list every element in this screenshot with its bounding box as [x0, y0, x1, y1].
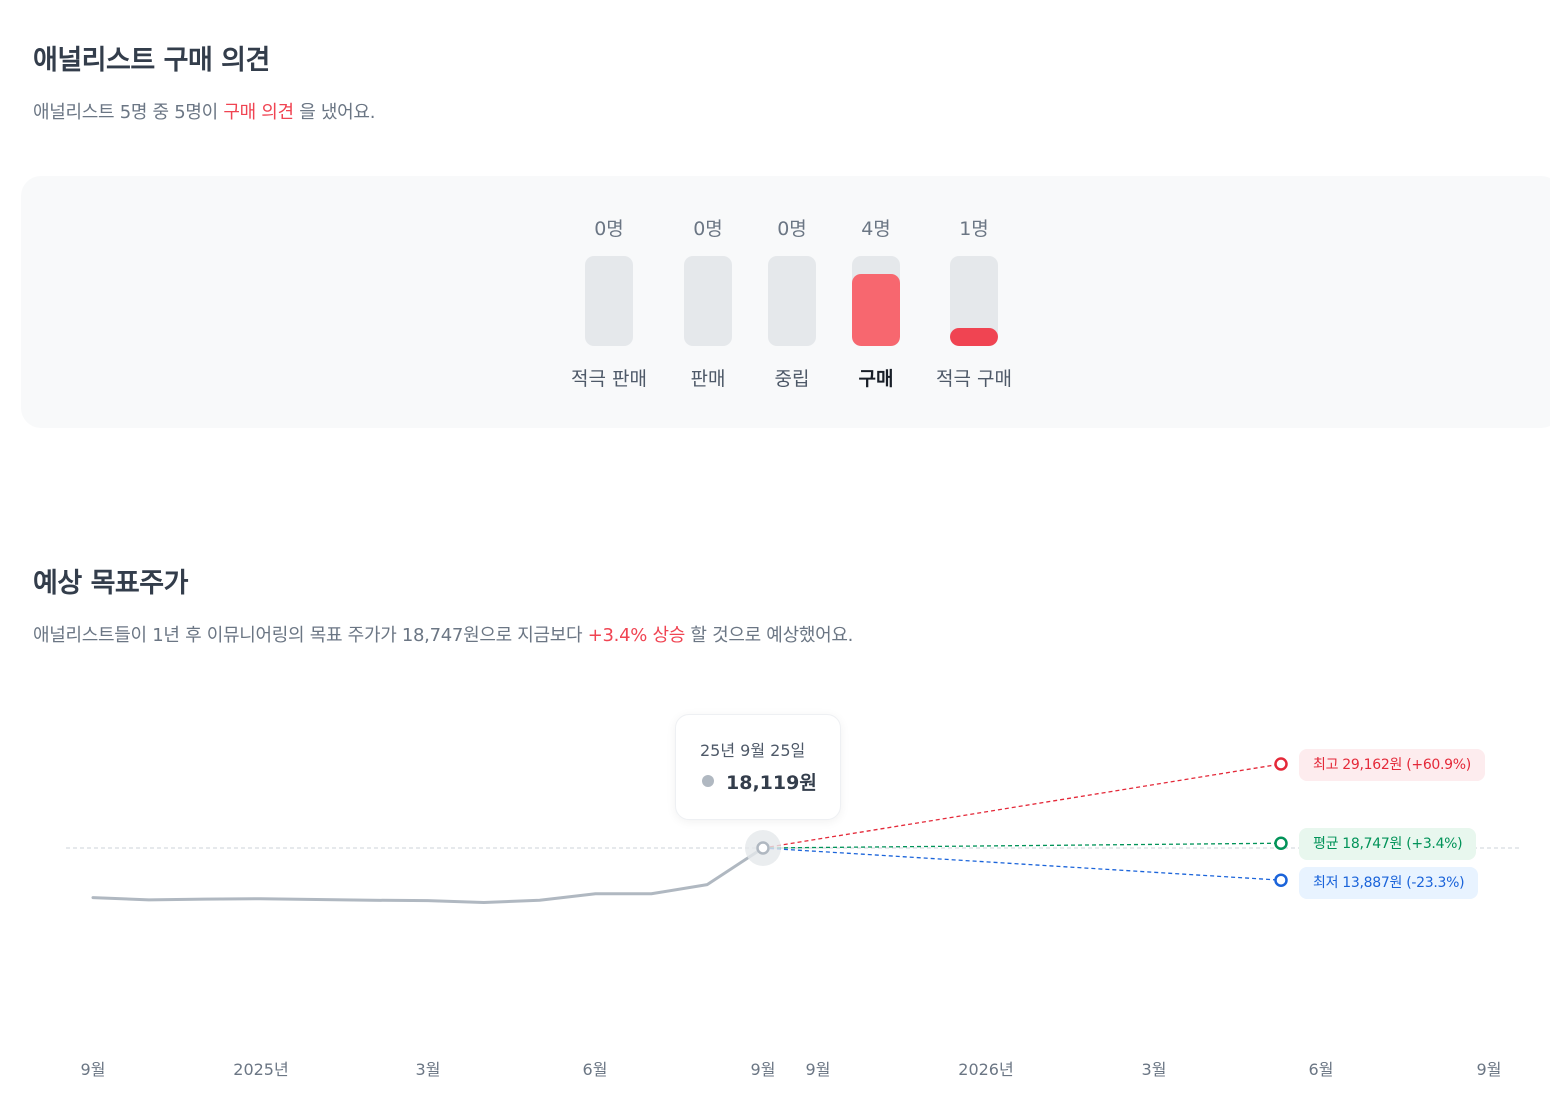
x-tick-label: 2026년 [958, 1060, 1013, 1079]
target-desc-prefix: 애널리스트들이 1년 후 이뮤니어링의 목표 주가가 18,747원으로 지금보… [33, 625, 583, 646]
opinion-description: 애널리스트 5명 중 5명이 구매 의견 을 냈어요. [33, 98, 375, 124]
opinion-bar-track [852, 256, 900, 346]
target-price-chart[interactable]: 9월 2025년 3월 6월 9월 9월 2026년 3월 6월 9월 [0, 690, 1550, 1110]
tooltip-date: 25년 9월 25일 [700, 741, 806, 760]
target-desc-highlight: +3.4% 상승 [587, 625, 686, 646]
opinion-bar-label: 구매 [858, 368, 894, 390]
x-tick-label: 6월 [1309, 1060, 1334, 1079]
opinion-bar-track [768, 256, 816, 346]
opinion-bar-count: 0명 [777, 218, 807, 240]
target-description: 애널리스트들이 1년 후 이뮤니어링의 목표 주가가 18,747원으로 지금보… [33, 621, 853, 647]
x-tick-label: 3월 [416, 1060, 441, 1079]
opinion-bar-count: 4명 [861, 218, 891, 240]
opinion-panel: 0명 적극 판매 0명 판매 0명 중립 4명 구매 1명 적극 구매 [21, 176, 1550, 428]
target-avg-line [762, 842, 1282, 849]
opinion-bar-fill [950, 328, 998, 346]
target-low-marker [1274, 873, 1288, 887]
opinion-bar-label: 판매 [690, 368, 726, 390]
opinion-bar-track [950, 256, 998, 346]
x-tick-label: 9월 [81, 1060, 106, 1079]
opinion-desc-highlight: 구매 의견 [223, 102, 294, 123]
target-high-line [762, 763, 1282, 849]
target-high-marker [1274, 757, 1288, 771]
target-desc-suffix: 할 것으로 예상했어요. [690, 625, 854, 646]
opinion-bar-label: 중립 [774, 368, 810, 390]
opinion-bar-label: 적극 구매 [936, 368, 1012, 390]
opinion-bar-count: 0명 [693, 218, 723, 240]
opinion-bar-track [585, 256, 633, 346]
target-avg-marker [1274, 836, 1288, 850]
opinion-title: 애널리스트 구매 의견 [33, 45, 270, 76]
price-history-line [91, 846, 765, 905]
current-point-marker [756, 841, 770, 855]
target-low-line [762, 847, 1282, 881]
opinion-bar-count: 0명 [594, 218, 624, 240]
opinion-desc-suffix: 을 냈어요. [299, 102, 376, 123]
target-high-badge: 최고 29,162원 (+60.9%) [1299, 749, 1485, 781]
opinion-bar-fill [852, 274, 900, 346]
target-title: 예상 목표주가 [33, 568, 188, 599]
x-tick-label: 6월 [583, 1060, 608, 1079]
target-low-badge: 최저 13,887원 (-23.3%) [1299, 867, 1479, 899]
target-avg-badge: 평균 18,747원 (+3.4%) [1299, 828, 1477, 860]
tooltip-dot-icon [702, 775, 714, 787]
x-tick-label: 3월 [1142, 1060, 1167, 1079]
price-tooltip: 25년 9월 25일 18,119원 [675, 714, 841, 820]
x-tick-label: 9월 [751, 1060, 776, 1079]
x-tick-label: 9월 [1477, 1060, 1502, 1079]
x-tick-label: 9월 [806, 1060, 831, 1079]
opinion-desc-prefix: 애널리스트 5명 중 5명이 [33, 102, 218, 123]
opinion-bar-track [684, 256, 732, 346]
opinion-bar-count: 1명 [959, 218, 989, 240]
x-tick-label: 2025년 [233, 1060, 288, 1079]
tooltip-value: 18,119원 [726, 772, 817, 794]
opinion-bar-label: 적극 판매 [571, 368, 647, 390]
